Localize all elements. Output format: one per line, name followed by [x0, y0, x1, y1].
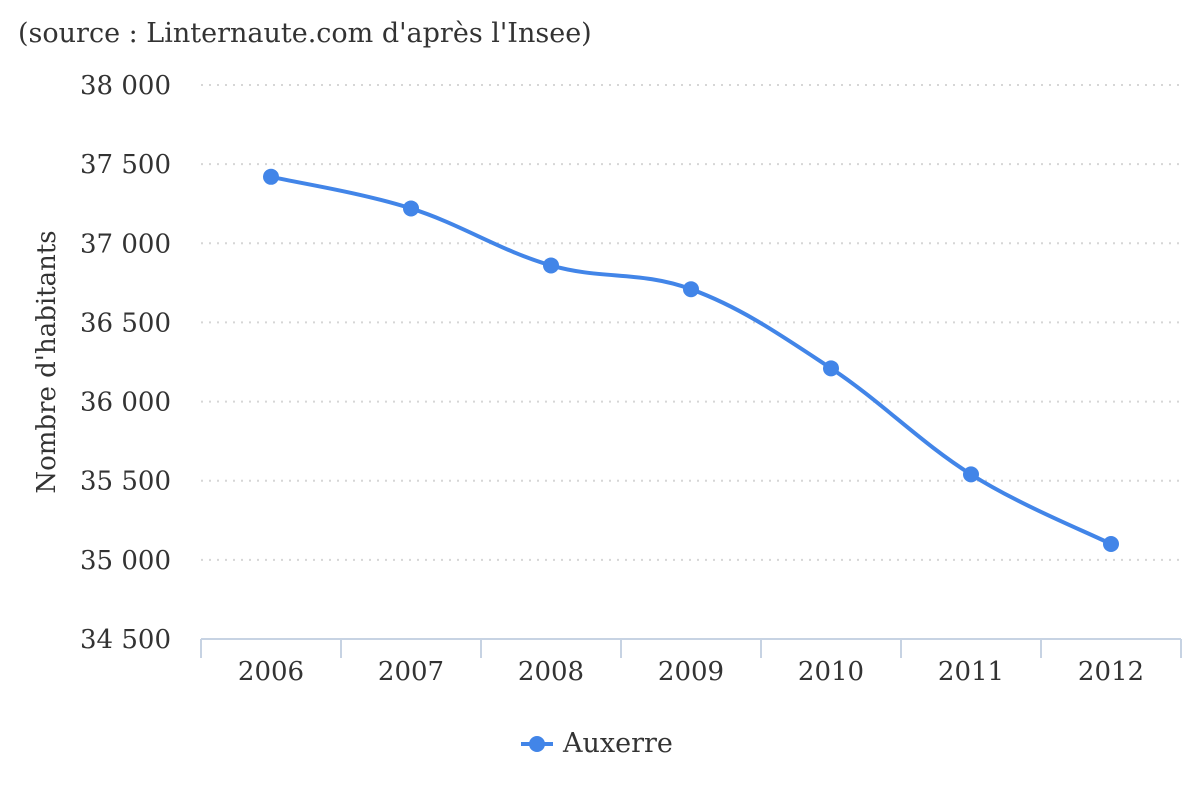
grid-lines — [201, 84, 1181, 561]
y-tick-label: 37 500 — [80, 150, 171, 180]
x-axis: 2006 2007 2008 2009 2010 2011 2012 — [200, 638, 1182, 687]
y-tick-label: 35 000 — [80, 546, 171, 576]
data-point[interactable] — [263, 168, 279, 185]
data-point[interactable] — [683, 281, 699, 298]
y-tick-label: 36 500 — [80, 308, 171, 338]
y-axis-ticks: 34 500 35 000 35 500 36 000 36 500 37 000 37 5… — [80, 71, 171, 655]
series-auxerre — [263, 168, 1119, 553]
y-tick-label: 35 500 — [80, 467, 171, 497]
y-tick-label: 38 000 — [80, 71, 171, 101]
data-point[interactable] — [543, 257, 559, 274]
y-tick-label: 34 500 — [80, 625, 171, 655]
legend-label-auxerre[interactable]: Auxerre — [562, 728, 673, 759]
y-tick-label: 36 000 — [80, 388, 171, 418]
legend-marker — [529, 736, 545, 752]
data-point[interactable] — [823, 360, 839, 377]
series-line — [269, 174, 1113, 547]
x-tick-label: 2008 — [518, 657, 584, 687]
x-tick-label: 2006 — [238, 657, 304, 687]
chart-subtitle: (source : Linternaute.com d'après l'Inse… — [18, 18, 592, 49]
legend[interactable]: Auxerre — [521, 728, 673, 759]
x-tick-label: 2010 — [798, 657, 864, 687]
x-tick-label: 2007 — [378, 657, 444, 687]
y-tick-label: 37 000 — [80, 229, 171, 259]
x-tick-label: 2009 — [658, 657, 724, 687]
data-point[interactable] — [1103, 536, 1119, 553]
data-point[interactable] — [403, 200, 419, 217]
x-tick-label: 2012 — [1078, 657, 1144, 687]
data-point[interactable] — [963, 466, 979, 483]
y-axis-label: Nombre d'habitants — [32, 230, 62, 493]
x-tick-label: 2011 — [938, 657, 1004, 687]
